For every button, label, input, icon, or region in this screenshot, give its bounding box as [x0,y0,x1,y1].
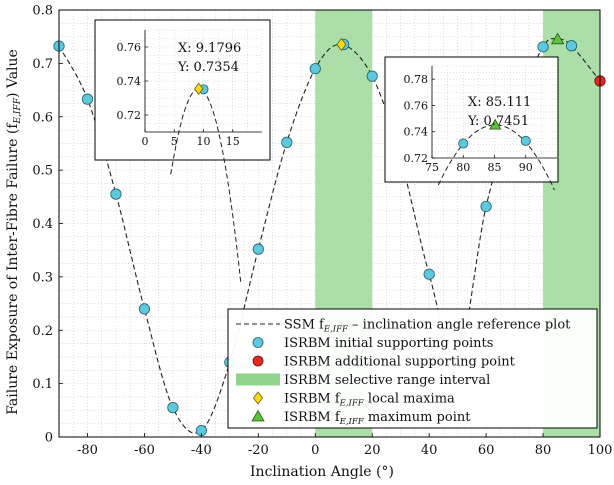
inset-y-tick-label: 0.78 [404,73,429,86]
data-points [53,32,606,437]
legend-entry-1: SSM fE,IFF – inclination angle reference… [284,318,571,335]
inset-x-tick-label: 10 [197,135,211,148]
initial-supporting-point [366,70,378,82]
initial-supporting-point [167,402,179,414]
inset-x-tick-label: 90 [519,161,533,174]
inset-local-maxima-box [94,19,271,161]
x-tick-label: -20 [248,443,269,458]
inset-x-tick-label: 85 [488,161,502,174]
x-tick-label: 40 [421,443,438,458]
legend-swatch-circle [252,337,264,348]
inset-supporting-point [520,135,531,146]
x-tick-label: -60 [134,443,155,458]
x-tick-label: 80 [535,443,552,458]
legend-entry-2: ISRBM initial supporting points [284,336,493,351]
x-tick-label: 100 [588,443,613,458]
x-tick-label: 60 [478,443,495,458]
y-tick-label: 0.7 [32,57,53,72]
inset-reference-curve [170,88,242,284]
x-tick-label: 20 [364,443,381,458]
x-tick-label: -40 [191,443,212,458]
y-tick-label: 0.1 [32,377,53,392]
initial-supporting-point [423,268,435,280]
inset-maximum-marker [489,118,502,130]
y-axis-label-tail: ) Value [5,49,21,98]
initial-supporting-point [537,41,549,53]
y-axis-ticks: 0 0.1 0.2 0.3 0.4 0.5 0.6 0.7 0.8 [32,4,63,446]
inset-y-tick-label: 0.74 [404,126,429,139]
inset-y-tick-label: 0.76 [117,41,142,54]
initial-supporting-point [565,40,578,52]
inset-x-tick-label: 5 [171,135,178,148]
initial-supporting-point [480,200,492,213]
maximum-point-marker [550,32,565,45]
inset-annotation-y: Y: 0.7354 [177,60,239,75]
y-axis-label-sub: E,IFF [13,97,23,124]
legend-entry-5: ISRBM fE,IFF local maxima [284,392,455,409]
y-tick-label: 0.2 [32,324,53,339]
legend: SSM fE,IFF – inclination angle reference… [227,308,598,429]
inset-x-tick-label: 75 [425,161,439,174]
y-tick-label: 0 [45,431,53,446]
initial-supporting-point [309,63,321,75]
legend-swatch-triangle [251,409,265,422]
inset-reference-curve [437,124,555,191]
y-tick-label: 0.3 [32,270,53,285]
initial-supporting-point [138,303,151,315]
inset-maximum: 75 80 85 90 0.72 0.74 0.76 0.78 X: 85.111 Y: 0.74… [384,56,559,191]
inset-supporting-point [458,138,469,149]
legend-swatch-red-circle [252,355,264,367]
inset-annotation-y: Y: 0.7451 [467,114,529,129]
inset-x-tick-label: 0 [142,135,149,148]
inset-y-tick-label: 0.72 [404,152,429,165]
inset-annotation-x: X: 9.1796 [178,41,241,56]
legend-swatch-diamond [253,391,263,405]
x-axis-ticks: -80 -60 -40 -20 0 20 40 60 80 100 [77,433,612,458]
inset-annotation-x: X: 85.111 [468,95,531,110]
inset-x-tick-label: 15 [226,135,240,148]
inset-y-tick-label: 0.72 [117,109,142,122]
y-tick-label: 0.8 [32,4,53,19]
x-tick-label: -80 [77,443,98,458]
initial-supporting-point [110,188,122,200]
legend-swatch-band [236,373,280,386]
y-tick-label: 0.5 [32,164,53,179]
inset-y-tick-label: 0.74 [117,75,142,88]
inset-y-tick-label: 0.76 [404,99,429,112]
initial-supporting-point [281,136,293,148]
inset-x-tick-label: 80 [456,161,470,174]
legend-entry-6: ISRBM fE,IFF maximum point [284,410,471,427]
y-tick-label: 0.4 [32,217,53,232]
x-axis-label: Inclination Angle (°) [250,464,394,480]
y-axis-label: Failure Exposure of Inter-Fibre Failure … [5,49,23,415]
local-maxima-marker [336,37,347,52]
y-tick-label: 0.6 [32,110,53,125]
initial-supporting-point [252,243,264,255]
inset-local-maxima: 0 5 10 15 0.72 0.74 0.76 X: 9.1796 Y: 0.7354 [94,19,271,284]
inset-maximum-box [384,56,559,183]
initial-supporting-point [81,93,94,105]
x-tick-label: 0 [311,443,319,458]
inset-local-maxima-marker [194,82,204,95]
legend-entry-4: ISRBM selective range interval [284,373,490,388]
legend-box [227,308,598,429]
legend-entry-3: ISRBM additional supporting point [284,355,516,370]
y-axis-label-main: Failure Exposure of Inter-Fibre Failure … [5,122,21,415]
